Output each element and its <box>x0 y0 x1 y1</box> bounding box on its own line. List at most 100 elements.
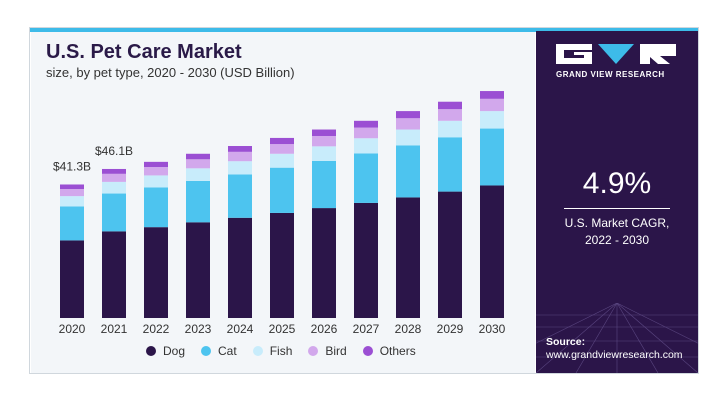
bar-segment-dog-2029 <box>438 191 462 318</box>
bar-segment-fish-2027 <box>354 138 378 154</box>
bar-segment-others-2028 <box>396 111 420 119</box>
bar-segment-fish-2024 <box>228 161 252 175</box>
bar-segment-cat-2022 <box>144 187 168 228</box>
bar-segment-cat-2023 <box>186 180 210 223</box>
logo-v-shape-icon <box>598 44 634 64</box>
bar-segment-dog-2020 <box>60 240 84 318</box>
source-url: www.grandviewresearch.com <box>546 349 683 361</box>
bar-segment-others-2027 <box>354 120 378 128</box>
legend-swatch-cat <box>201 346 212 356</box>
bar-segment-dog-2025 <box>270 212 294 318</box>
bar-segment-cat-2029 <box>438 137 462 192</box>
x-tick-label-2021: 2021 <box>101 322 128 336</box>
bar-segment-fish-2022 <box>144 175 168 188</box>
legend-swatch-fish <box>252 346 263 356</box>
chart-legend: Dog Cat Fish Bird Others <box>146 344 416 358</box>
x-tick-label-2030: 2030 <box>479 322 506 336</box>
x-tick-label-2023: 2023 <box>185 322 212 336</box>
legend-item-bird: Bird <box>308 344 347 358</box>
cagr-label: U.S. Market CAGR, 2022 - 2030 <box>536 215 698 249</box>
x-tick-label-2025: 2025 <box>269 322 296 336</box>
x-tick-label-2022: 2022 <box>143 322 170 336</box>
x-tick-label-2028: 2028 <box>395 322 422 336</box>
legend-item-cat: Cat <box>201 344 237 358</box>
legend-label-cat: Cat <box>218 344 237 358</box>
legend-item-others: Others <box>362 344 416 358</box>
bar-segment-others-2029 <box>438 101 462 110</box>
bar-segment-dog-2024 <box>228 217 252 318</box>
brand-name: GRAND VIEW RESEARCH <box>556 70 665 79</box>
bar-segment-others-2026 <box>312 129 336 136</box>
bar-segment-others-2022 <box>144 161 168 168</box>
grid-floor-decoration <box>536 303 698 373</box>
logo-r-shape-icon <box>640 44 676 64</box>
bar-segment-bird-2021 <box>102 173 126 182</box>
bar-segment-dog-2023 <box>186 222 210 318</box>
bar-segment-cat-2027 <box>354 153 378 203</box>
logo-g-shape-icon <box>556 44 592 64</box>
source-label: Source: <box>546 336 586 348</box>
bar-segment-fish-2028 <box>396 129 420 146</box>
x-tick-label-2020: 2020 <box>59 322 86 336</box>
bar-segment-others-2020 <box>60 184 84 190</box>
bar-segment-cat-2025 <box>270 167 294 213</box>
bar-segment-bird-2025 <box>270 144 294 154</box>
legend-label-dog: Dog <box>163 344 186 358</box>
accent-bar <box>30 28 698 32</box>
bar-segment-bird-2023 <box>186 159 210 169</box>
bar-segment-cat-2024 <box>228 174 252 218</box>
bar-segment-others-2025 <box>270 137 294 145</box>
bar-segment-fish-2030 <box>480 111 504 129</box>
bar-segment-dog-2028 <box>396 197 420 318</box>
x-tick-label-2024: 2024 <box>227 322 254 336</box>
legend-label-others: Others <box>379 344 416 358</box>
bar-segment-bird-2028 <box>396 118 420 130</box>
bar-segment-others-2024 <box>228 146 252 152</box>
chart-subtitle: size, by pet type, 2020 - 2030 (USD Bill… <box>46 65 295 80</box>
x-tick-label-2029: 2029 <box>437 322 464 336</box>
chart-title: U.S. Pet Care Market <box>46 41 242 63</box>
bar-segment-fish-2023 <box>186 168 210 181</box>
bar-segment-others-2030 <box>480 91 504 99</box>
bar-segment-bird-2026 <box>312 135 336 147</box>
cagr-value: 4.9% <box>582 167 652 200</box>
bar-segment-dog-2026 <box>312 208 336 318</box>
cagr-label-line1: U.S. Market CAGR, <box>564 216 670 230</box>
bar-segment-bird-2030 <box>480 98 504 112</box>
bar-segment-cat-2028 <box>396 145 420 198</box>
legend-item-dog: Dog <box>146 344 185 358</box>
bar-segment-fish-2021 <box>102 181 126 194</box>
bar-segment-dog-2022 <box>144 227 168 318</box>
bar-segment-fish-2025 <box>270 153 294 168</box>
bar-segment-bird-2022 <box>144 167 168 176</box>
source-note: Source: www.grandviewresearch.com <box>546 336 683 362</box>
bar-segment-dog-2027 <box>354 202 378 318</box>
bar-segment-fish-2026 <box>312 146 336 161</box>
cagr-divider <box>564 208 670 209</box>
bar-segment-cat-2026 <box>312 160 336 209</box>
bar-segment-bird-2020 <box>60 189 84 197</box>
bar-segment-bird-2029 <box>438 109 462 121</box>
bar-segment-cat-2030 <box>480 128 504 186</box>
bar-segment-fish-2029 <box>438 120 462 138</box>
legend-swatch-dog <box>146 346 156 356</box>
bar-segment-bird-2027 <box>354 127 378 139</box>
x-tick-label-2026: 2026 <box>311 322 338 336</box>
data-label-2021: $46.1B <box>95 144 133 158</box>
legend-swatch-bird <box>308 346 319 356</box>
x-tick-label-2027: 2027 <box>353 322 380 336</box>
legend-label-bird: Bird <box>325 344 347 358</box>
bar-segment-dog-2021 <box>102 231 126 318</box>
bar-segment-fish-2020 <box>60 196 84 207</box>
bar-segment-cat-2021 <box>102 193 126 232</box>
legend-label-fish: Fish <box>269 344 293 358</box>
bar-segment-others-2023 <box>186 153 210 160</box>
data-label-2020: $41.3B <box>53 159 91 173</box>
legend-swatch-others <box>362 346 373 356</box>
side-panel: GRAND VIEW RESEARCH 4.9% U.S. Market CAG… <box>536 31 698 373</box>
cagr-label-line2: 2022 - 2030 <box>584 233 650 247</box>
legend-item-fish: Fish <box>252 344 293 358</box>
bar-segment-cat-2020 <box>60 206 84 241</box>
bar-segment-bird-2024 <box>228 151 252 162</box>
